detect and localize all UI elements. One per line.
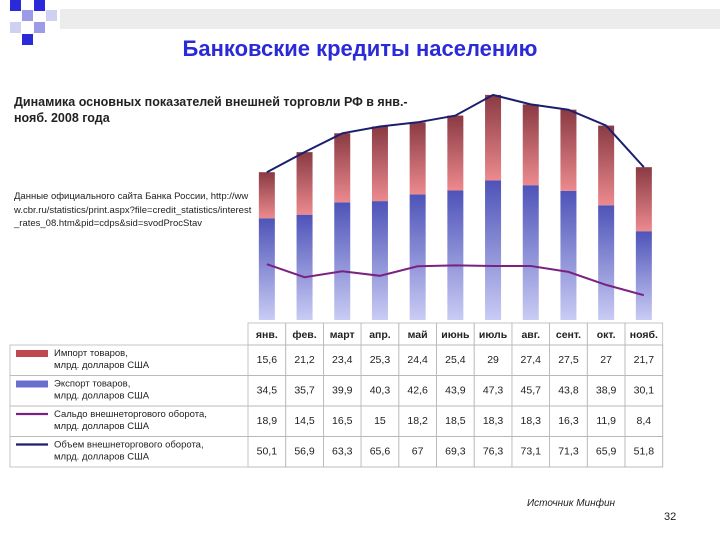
import-bar xyxy=(334,133,351,203)
table-value: 16,5 xyxy=(332,415,353,427)
export-bar xyxy=(560,190,577,320)
table-value: 50,1 xyxy=(257,446,278,458)
import-bar xyxy=(560,109,577,191)
export-bar xyxy=(447,190,464,320)
table-value: 65,6 xyxy=(370,446,391,458)
table-value: 76,3 xyxy=(483,446,504,458)
corner-decoration xyxy=(0,0,60,45)
export-bar xyxy=(522,185,539,320)
table-value: 35,7 xyxy=(294,385,315,397)
table-value: 42,6 xyxy=(407,385,428,397)
legend-import-label: Импорт товаров, млрд. долларов США xyxy=(54,348,150,371)
table-value: 63,3 xyxy=(332,446,353,458)
category-label: июнь xyxy=(441,329,470,341)
table-value: 18,5 xyxy=(445,415,466,427)
export-bar xyxy=(485,180,502,320)
table-value: 24,4 xyxy=(407,354,428,366)
legend-balance-label: Сальдо внешнеторгового оборота, млрд. дол… xyxy=(54,409,207,432)
table-value: 15,6 xyxy=(257,354,278,366)
category-label: нояб. xyxy=(630,329,658,341)
table-value: 18,2 xyxy=(407,415,428,427)
category-label: фев. xyxy=(292,329,316,341)
legend-volume-label: Объем внешнеторгового оборота, млрд. долл… xyxy=(54,440,204,463)
category-label: сент. xyxy=(556,329,581,341)
chart-subtitle: Данные официального сайта Банка России, … xyxy=(14,191,252,229)
table-value: 27 xyxy=(600,354,612,366)
table-value: 43,9 xyxy=(445,385,466,397)
table-value: 39,9 xyxy=(332,385,353,397)
table-value: 45,7 xyxy=(521,385,542,397)
table-value: 43,8 xyxy=(558,385,579,397)
import-bar xyxy=(371,126,388,202)
source-note: Источник Минфин xyxy=(527,498,616,509)
import-bar xyxy=(258,172,275,219)
table-value: 18,9 xyxy=(257,415,278,427)
import-bar xyxy=(522,104,539,186)
table-value: 27,4 xyxy=(521,354,542,366)
export-bar xyxy=(409,194,426,320)
category-label: июль xyxy=(479,329,508,341)
table-value: 65,9 xyxy=(596,446,617,458)
table-value: 71,3 xyxy=(558,446,579,458)
import-bar xyxy=(447,115,464,191)
table-value: 73,1 xyxy=(521,446,542,458)
table-value: 51,8 xyxy=(634,446,655,458)
export-bar xyxy=(635,231,652,320)
header-bar xyxy=(60,9,720,29)
table-value: 30,1 xyxy=(634,385,655,397)
table-value: 8,4 xyxy=(637,415,652,427)
export-bar xyxy=(334,202,351,320)
category-label: окт. xyxy=(597,329,616,341)
table-value: 11,9 xyxy=(596,415,616,427)
import-bar xyxy=(485,94,502,181)
table-value: 23,4 xyxy=(332,354,353,366)
table-value: 29 xyxy=(487,354,499,366)
slide-title: Банковские кредиты населению xyxy=(182,36,538,61)
table-value: 27,5 xyxy=(558,354,579,366)
table-value: 25,3 xyxy=(370,354,391,366)
table-value: 67 xyxy=(412,446,424,458)
chart-title: Динамика основных показателей внешней то… xyxy=(14,95,408,125)
page-number: 32 xyxy=(664,511,677,523)
table-value: 15 xyxy=(374,415,386,427)
legend-export-label: Экспорт товаров, млрд. долларов США xyxy=(54,379,150,402)
export-bar xyxy=(371,201,388,320)
legend-import-swatch xyxy=(16,350,48,357)
table-value: 21,7 xyxy=(634,354,655,366)
table-value: 18,3 xyxy=(521,415,542,427)
table-value: 38,9 xyxy=(596,385,617,397)
table-cell xyxy=(624,436,664,468)
category-label: янв. xyxy=(256,329,278,341)
balance-line xyxy=(266,263,645,297)
table-value: 47,3 xyxy=(483,385,504,397)
table-value: 18,3 xyxy=(483,415,504,427)
import-bar xyxy=(635,167,652,232)
legend-export-swatch xyxy=(16,380,48,388)
table-value: 34,5 xyxy=(257,385,278,397)
import-bar xyxy=(598,125,615,206)
table-value: 21,2 xyxy=(294,354,315,366)
export-bar xyxy=(296,214,313,320)
volume-line xyxy=(266,93,645,174)
category-label: апр. xyxy=(369,329,391,341)
export-bar xyxy=(598,205,615,320)
category-label: март xyxy=(330,329,355,341)
table-value: 69,3 xyxy=(445,446,466,458)
table-value: 16,3 xyxy=(558,415,579,427)
table-value: 14,5 xyxy=(294,415,315,427)
category-label: авг. xyxy=(521,329,540,341)
table-value: 25,4 xyxy=(445,354,466,366)
import-bar xyxy=(409,122,426,195)
category-label: май xyxy=(408,329,428,341)
table-value: 56,9 xyxy=(294,446,315,458)
import-bar xyxy=(296,152,313,215)
table-value: 40,3 xyxy=(370,385,391,397)
export-bar xyxy=(258,218,275,320)
